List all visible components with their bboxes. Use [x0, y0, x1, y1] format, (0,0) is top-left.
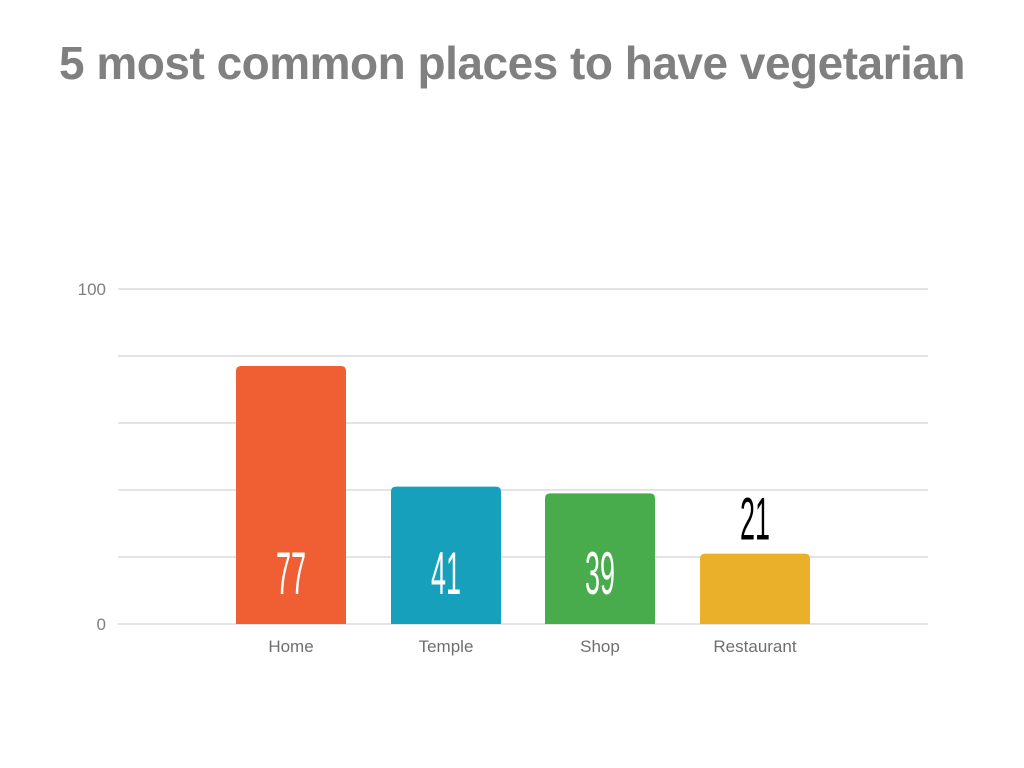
value-label: 41	[431, 540, 461, 607]
y-axis-ticks: 0 100	[78, 280, 106, 634]
y-tick-label: 100	[78, 280, 106, 299]
bar-shop	[545, 493, 655, 624]
bar-temple	[391, 486, 501, 624]
value-label: 77	[276, 540, 306, 607]
x-tick-label: Restaurant	[713, 637, 796, 656]
x-tick-label: Home	[268, 637, 313, 656]
bars	[236, 366, 810, 624]
bar-home	[236, 366, 346, 624]
x-tick-label: Temple	[419, 637, 474, 656]
value-label: 21	[740, 486, 770, 553]
value-labels: 77 41 39 21	[276, 486, 770, 607]
chart-title: 5 most common places to have vegetarian	[59, 37, 965, 89]
y-tick-label: 0	[97, 615, 106, 634]
value-label: 39	[585, 540, 615, 607]
bar-restaurant	[700, 553, 810, 624]
x-tick-label: Shop	[580, 637, 620, 656]
x-axis-labels: Home Temple Shop Restaurant	[268, 637, 797, 656]
